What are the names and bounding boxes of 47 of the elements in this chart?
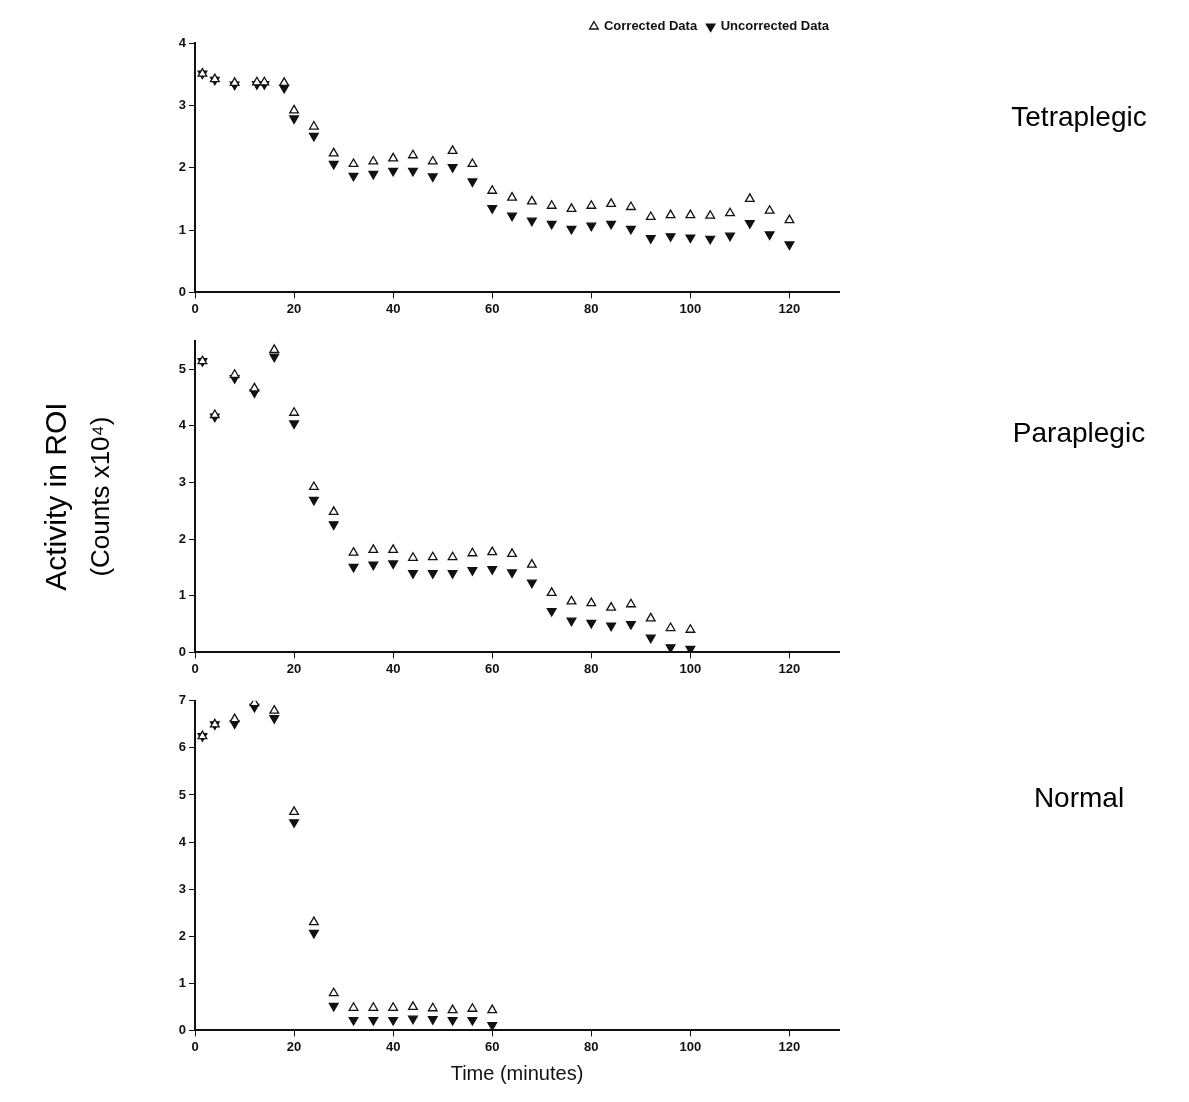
x-tick-label: 60 <box>485 300 500 316</box>
y-tick-label: 4 <box>178 833 187 849</box>
x-tick-label: 40 <box>385 300 401 316</box>
y-tick-label: 5 <box>178 786 186 802</box>
text: Paraplegic <box>1012 417 1146 448</box>
y-tick-label: 2 <box>178 159 186 175</box>
x-tick-label: 100 <box>679 1038 702 1054</box>
y-axis-title: Activity in ROI (Counts x10⁴) <box>39 402 116 591</box>
x-tick-label: 20 <box>286 300 302 316</box>
legend-label: Corrected Data <box>603 18 698 34</box>
x-tick-label: 40 <box>385 660 401 676</box>
x-tick-label: 120 <box>778 660 801 676</box>
y-tick-label: 3 <box>178 880 186 896</box>
y-tick-label: 2 <box>178 530 186 546</box>
x-tick-label: 120 <box>778 300 801 316</box>
x-tick-label: 120 <box>778 1038 801 1054</box>
y-tick-label: 1 <box>178 974 186 990</box>
text: Tetraplegic <box>1011 100 1147 132</box>
y-tick-label: 0 <box>178 1021 186 1037</box>
x-tick-label: 20 <box>286 660 302 676</box>
y-tick-label: 1 <box>178 587 186 603</box>
y-tick-label: 1 <box>178 221 186 237</box>
y-tick-label: 0 <box>178 283 186 299</box>
text: Normal <box>1033 782 1125 814</box>
y-tick-label: 0 <box>178 643 186 659</box>
x-tick-label: 0 <box>191 1038 199 1054</box>
y-tick-label: 2 <box>178 927 186 943</box>
x-tick-label: 80 <box>584 1038 599 1054</box>
x-tick-label: 60 <box>485 1038 500 1054</box>
legend-label: Uncorrected Data <box>720 18 830 34</box>
x-tick-label: 80 <box>584 660 599 676</box>
y-tick-label: 3 <box>178 474 186 490</box>
x-tick-label: 40 <box>385 1038 401 1054</box>
x-tick-label: 0 <box>191 660 199 676</box>
y-tick-label: 3 <box>178 96 186 112</box>
x-tick-label: 20 <box>286 1038 302 1054</box>
x-tick-label: 100 <box>679 300 702 316</box>
x-tick-label: 60 <box>485 660 500 676</box>
y-tick-label: 5 <box>178 360 186 376</box>
x-axis-title: Time (minutes) <box>450 1061 584 1084</box>
x-tick-label: 0 <box>191 300 199 316</box>
x-tick-label: 100 <box>679 660 702 676</box>
y-tick-label: 4 <box>178 417 187 433</box>
y-tick-label: 6 <box>178 739 186 755</box>
x-tick-label: 80 <box>584 300 599 316</box>
y-tick-label: 4 <box>178 34 187 50</box>
y-tick-label: 7 <box>178 692 186 708</box>
